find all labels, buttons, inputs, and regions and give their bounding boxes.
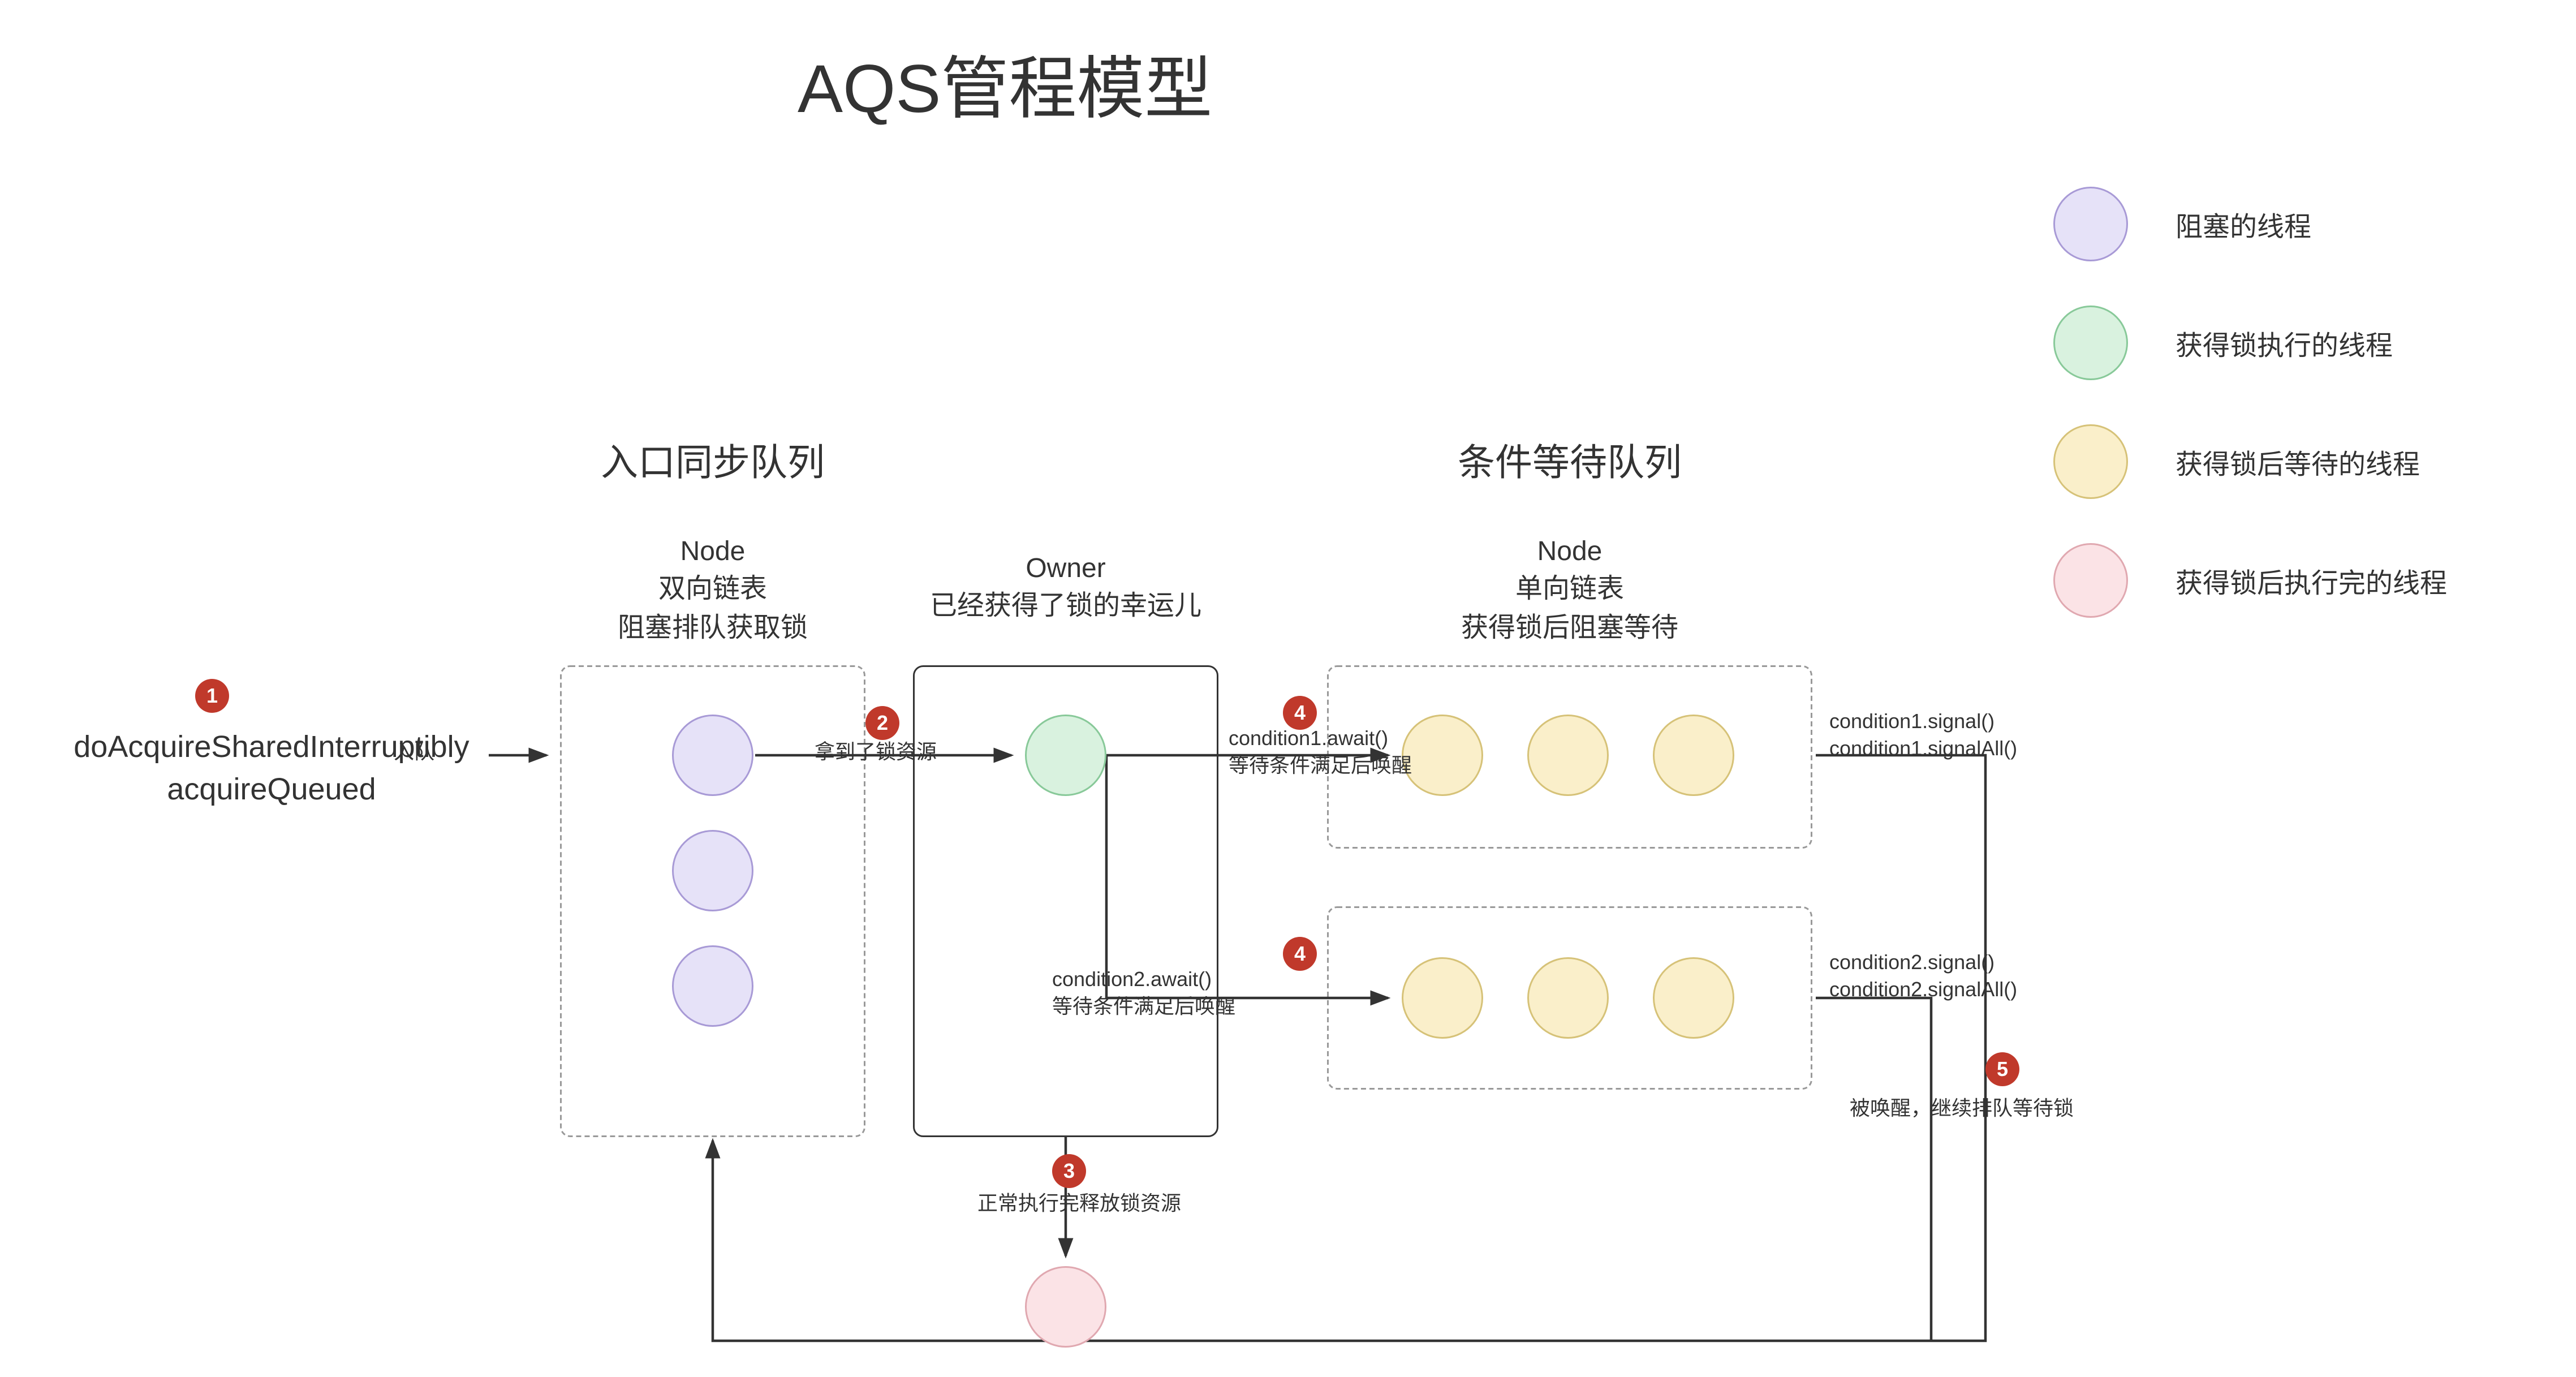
yellow-node-r1-1: [1527, 715, 1609, 796]
signal2-l2: condition2.signalAll(): [1829, 977, 2017, 1001]
label-woken: 被唤醒，继续排队等待锁: [1850, 1096, 2074, 1123]
section-title-condition-queue: 条件等待队列: [1327, 433, 1812, 487]
badge-3: 3: [1052, 1154, 1086, 1188]
green-node: [1025, 715, 1106, 796]
diagram-title: AQS管程模型: [798, 34, 1212, 132]
edge-e_signal2: [1816, 998, 1931, 1341]
node2-line3: 获得锁后阻塞等待: [1461, 614, 1678, 643]
await2-l2: 等待条件满足后唤醒: [1052, 994, 1235, 1018]
yellow-node-r1-2: [1653, 715, 1734, 796]
node2-line1: Node: [1537, 538, 1603, 567]
entry-line2: acquireQueued: [167, 773, 376, 807]
node2-line2: 单向链表: [1515, 576, 1624, 605]
purple-node-2: [672, 945, 753, 1027]
await1-l2: 等待条件满足后唤醒: [1229, 753, 1412, 777]
signal1-l1: condition1.signal(): [1829, 709, 1995, 733]
entry-label: doAcquireSharedInterruptibly acquireQueu…: [51, 726, 492, 812]
node1-line3: 阻塞排队获取锁: [618, 614, 808, 643]
await1-l1: condition1.await(): [1229, 726, 1388, 750]
badge-5: 5: [1985, 1052, 2019, 1086]
label-await2: condition2.await() 等待条件满足后唤醒: [1052, 967, 1235, 1021]
box-label-node2: Node 单向链表 获得锁后阻塞等待: [1327, 535, 1812, 649]
legend-label-purple: 阻塞的线程: [2176, 204, 2311, 244]
purple-node-0: [672, 715, 753, 796]
section-title-entry-queue: 入口同步队列: [560, 433, 865, 487]
node1-line2: 双向链表: [658, 576, 767, 605]
legend-row-purple: 阻塞的线程: [2053, 187, 2311, 261]
await2-l1: condition2.await(): [1052, 967, 1212, 991]
diagram-canvas: AQS管程模型 阻塞的线程 获得锁执行的线程 获得锁后等待的线程 获得锁后执行完…: [0, 0, 2576, 1376]
signal2-l1: condition2.signal(): [1829, 950, 1995, 974]
owner-line2: 已经获得了锁的幸运儿: [930, 593, 1201, 622]
node1-line1: Node: [680, 538, 746, 567]
signal1-l2: condition1.signalAll(): [1829, 736, 2017, 760]
legend-row-pink: 获得锁后执行完的线程: [2053, 543, 2447, 618]
badge-4b: 4: [1283, 937, 1317, 971]
legend-row-green: 获得锁执行的线程: [2053, 305, 2393, 380]
legend-circle-green: [2053, 305, 2128, 380]
label-await1: condition1.await() 等待条件满足后唤醒: [1229, 726, 1412, 780]
legend-row-yellow: 获得锁后等待的线程: [2053, 424, 2420, 499]
legend-label-yellow: 获得锁后等待的线程: [2176, 441, 2420, 482]
purple-node-1: [672, 830, 753, 911]
box-label-owner: Owner 已经获得了锁的幸运儿: [913, 552, 1218, 627]
yellow-node-r1-0: [1402, 715, 1483, 796]
badge-4a: 4: [1283, 696, 1317, 730]
label-signal2: condition2.signal() condition2.signalAll…: [1829, 950, 2017, 1004]
legend-circle-pink: [2053, 543, 2128, 618]
box-label-node1: Node 双向链表 阻塞排队获取锁: [560, 535, 865, 649]
pink-node: [1025, 1266, 1106, 1348]
label-signal1: condition1.signal() condition1.signalAll…: [1829, 709, 2017, 763]
legend-circle-yellow: [2053, 424, 2128, 499]
legend-label-green: 获得锁执行的线程: [2176, 322, 2393, 363]
yellow-node-r2-0: [1402, 957, 1483, 1039]
legend-circle-purple: [2053, 187, 2128, 261]
yellow-node-r2-1: [1527, 957, 1609, 1039]
label-enqueue: 入队: [394, 740, 434, 767]
label-got-resource: 拿到了锁资源: [815, 740, 937, 767]
owner-line1: Owner: [1026, 555, 1105, 584]
legend-label-pink: 获得锁后执行完的线程: [2176, 560, 2447, 601]
yellow-node-r2-2: [1653, 957, 1734, 1039]
badge-2: 2: [865, 706, 899, 740]
label-release: 正常执行完释放锁资源: [977, 1191, 1181, 1218]
badge-1: 1: [195, 679, 229, 713]
